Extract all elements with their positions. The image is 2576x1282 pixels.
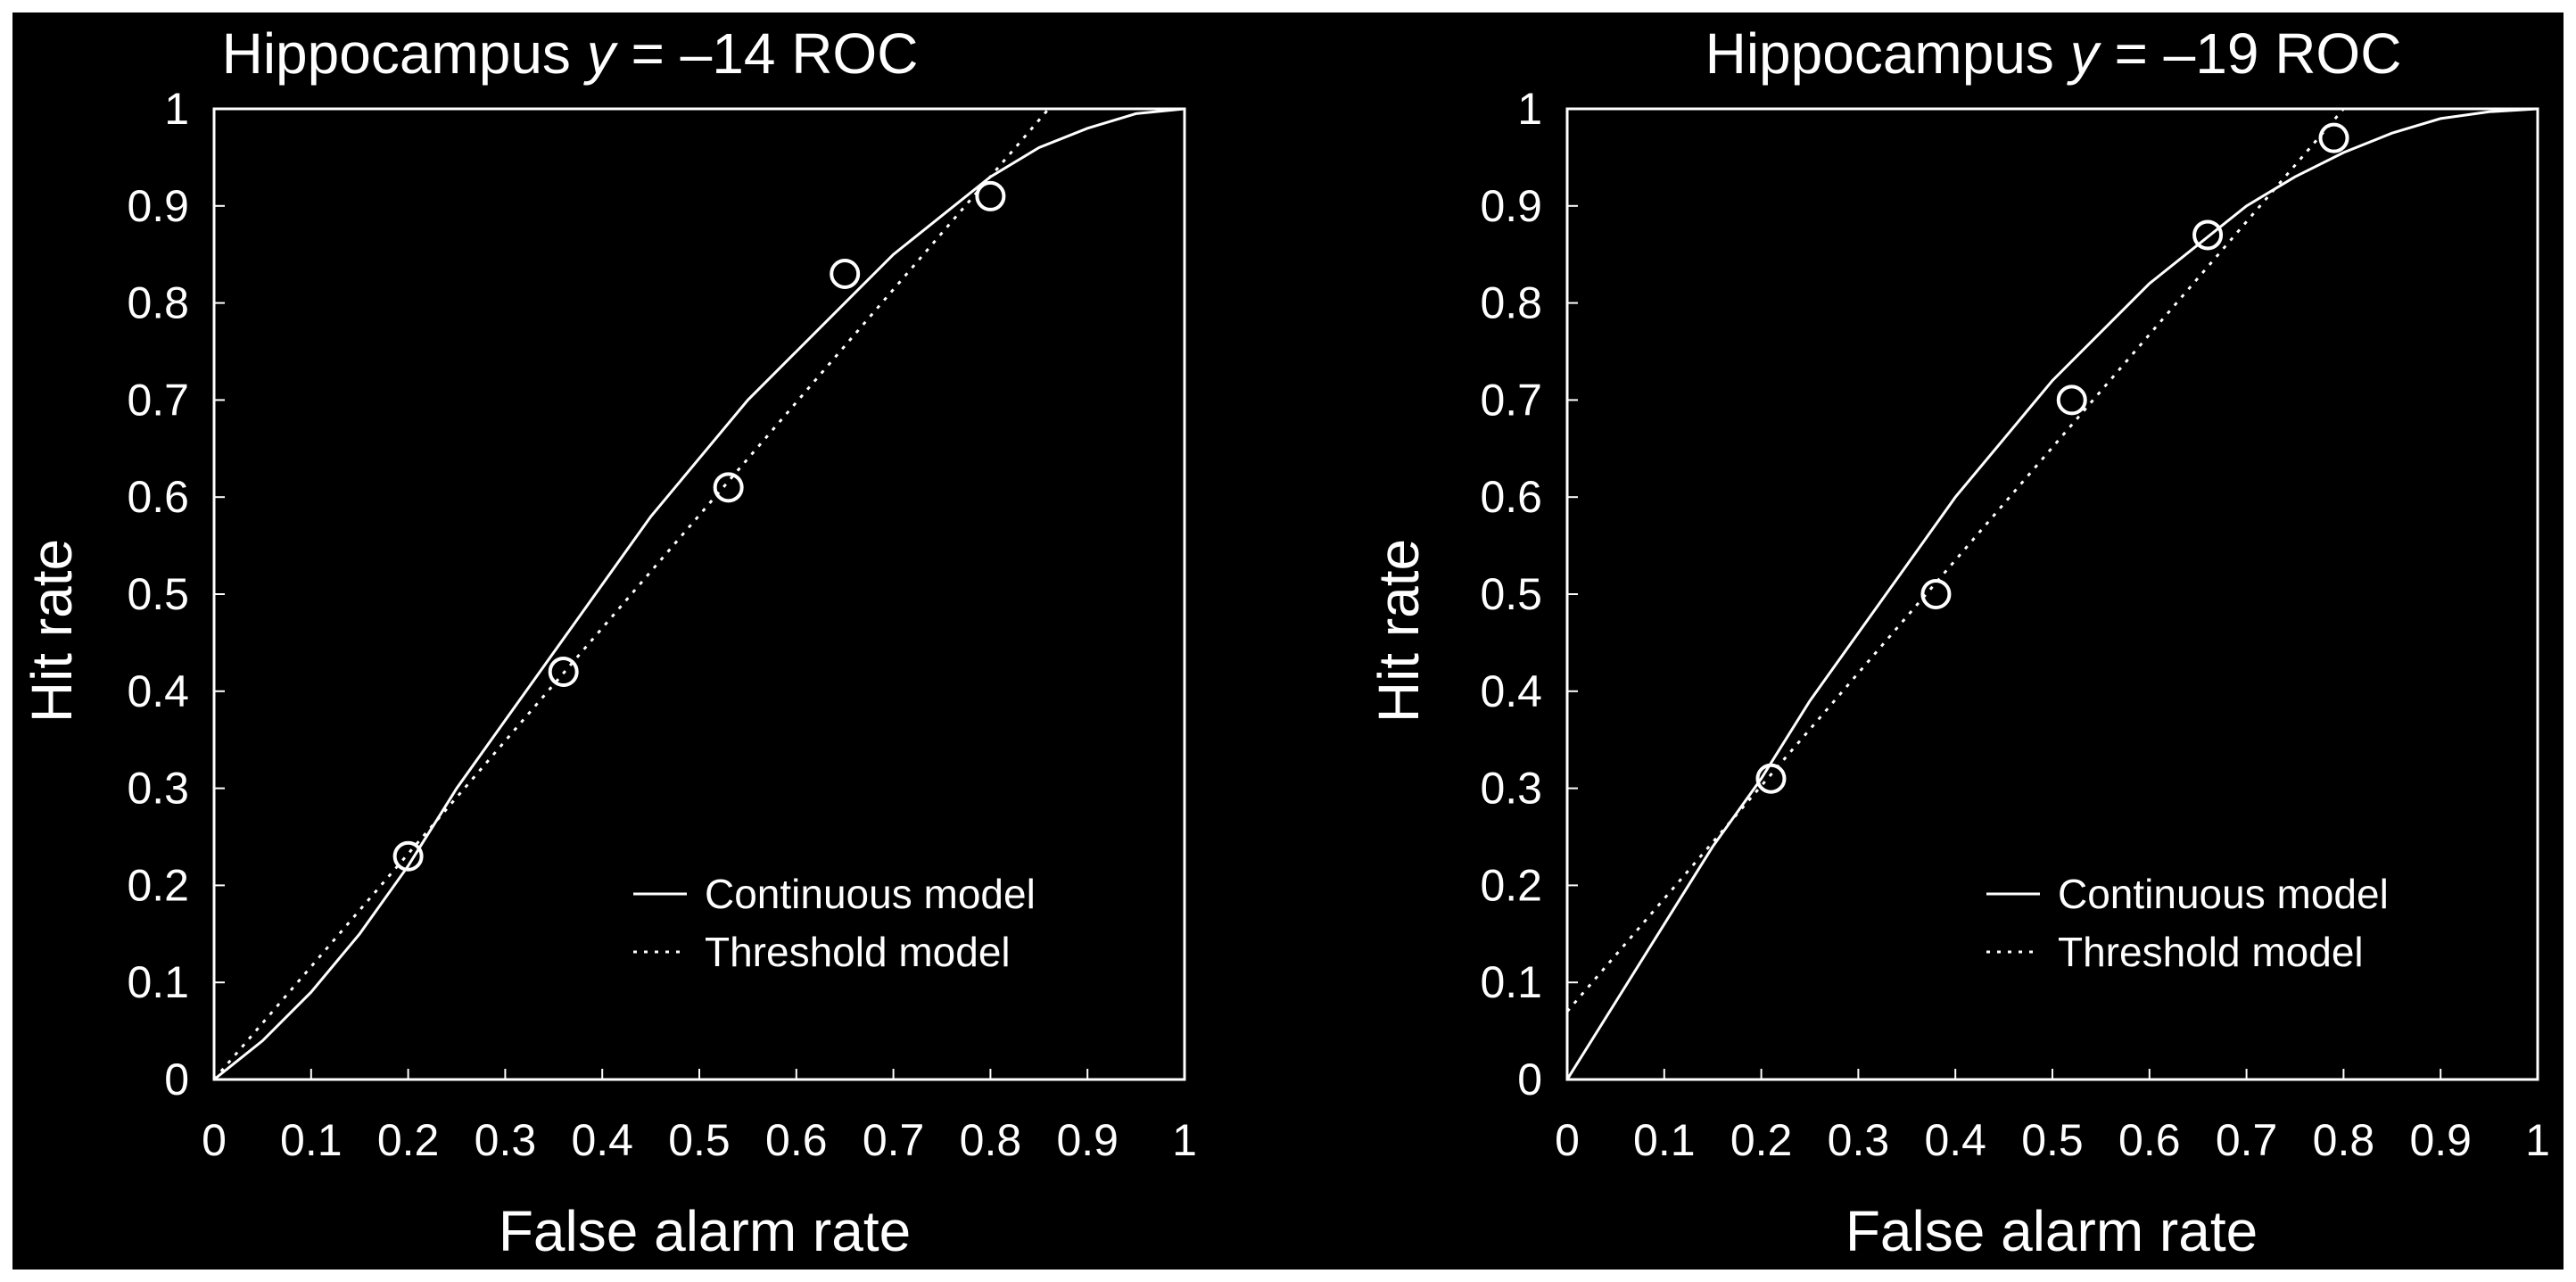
panel-1-y-tick-label: 0.5 [127,569,189,619]
panel-2-y-tick-label: 0.4 [1480,666,1542,716]
panel-1-x-tick-label: 0.2 [377,1115,440,1165]
panel-2-y-tick-label: 0.5 [1480,569,1542,619]
panel-2-x-tick-label: 0.1 [1633,1115,1696,1165]
panel-1-title: Hippocampus y = –14 ROC [222,21,919,86]
panel-1-x-tick-label: 0.8 [960,1115,1022,1165]
panel-1-y-tick-label: 0.3 [127,764,189,814]
panel-2-x-tick-label: 1 [2525,1115,2550,1165]
panel-1-data-point [713,472,744,503]
panel-2-y-tick-label: 0.9 [1480,181,1542,231]
panel-2-legend-label: Threshold model [2058,929,2364,975]
panel-2-y-tick-label: 0.2 [1480,860,1542,910]
panel-1-legend-label: Continuous model [705,871,1036,917]
panel-1-legend-label: Threshold model [705,929,1011,975]
panel-2-x-axis-label: False alarm rate [1845,1199,2258,1263]
panel-1-x-tick-label: 0.4 [571,1115,633,1165]
panel-1-y-tick-label: 0.7 [127,375,189,425]
panel-2-legend-label: Continuous model [2058,871,2389,917]
panel-1-y-tick-label: 1 [164,84,189,134]
panel-2-y-tick-label: 1 [1517,84,1542,134]
panel-1-x-tick-label: 0.3 [475,1115,537,1165]
panel-2-y-tick-label: 0.3 [1480,764,1542,814]
panel-2-x-tick-label: 0.9 [2409,1115,2472,1165]
panel-1-x-tick-label: 0.9 [1056,1115,1119,1165]
panel-2-x-tick-label: 0.7 [2216,1115,2278,1165]
panel-1-continuous-model-line [214,109,1185,1079]
panel-1-x-tick-label: 0.1 [280,1115,343,1165]
panel-1-plot-area: 0 0.1 0.2 0.3 0.4 0.5 0.6 0.7 0.8 0.9 1 0 0.1 0.2 0.3 0… [127,84,1196,1165]
panel-2-x-tick-label: 0 [1555,1115,1580,1165]
panel-1-x-tick-label: 0.5 [668,1115,731,1165]
panel-2-x-tick-label: 0.2 [1730,1115,1793,1165]
panel-2-y-axis-label: Hit rate [1366,539,1431,723]
panel-1-y-tick-label: 0.9 [127,181,189,231]
panel-1-data-point [830,258,861,289]
roc-panel-1: Hippocampus y = –14 ROC Hit rate False a… [20,21,1197,1263]
panel-2-x-tick-label: 0.5 [2021,1115,2084,1165]
panel-1-data-point [975,180,1006,211]
panel-1-y-tick-label: 0.6 [127,472,189,522]
panel-1-x-axis-label: False alarm rate [499,1199,911,1263]
panel-2-y-tick-label: 0.6 [1480,472,1542,522]
panel-2-data-point [2192,219,2224,251]
panel-2-y-tick-label: 0 [1517,1055,1542,1104]
panel-1-data-point [548,657,579,688]
panel-1-y-tick-label: 0.2 [127,860,189,910]
panel-2-y-tick-label: 0.7 [1480,375,1542,425]
panel-2-x-tick-label: 0.8 [2313,1115,2375,1165]
panel-2-data-point [2318,122,2349,153]
panel-2-y-tick-label: 0.1 [1480,957,1542,1007]
panel-2-y-tick-label: 0.8 [1480,278,1542,328]
roc-panel-2: Hippocampus y = –19 ROC Hit rate False a… [1366,21,2550,1263]
panel-1-x-tick-label: 1 [1172,1115,1197,1165]
panel-2-x-tick-label: 0.4 [1924,1115,1986,1165]
panel-1-x-tick-label: 0 [202,1115,227,1165]
panel-2-data-point [1920,579,1952,609]
panel-2-data-point [2056,385,2087,416]
panel-1-y-axis-label: Hit rate [20,539,84,723]
panel-1-data-point [392,840,424,872]
panel-2-data-point [1755,763,1787,794]
panel-1-x-tick-label: 0.7 [863,1115,925,1165]
panel-1-y-tick-label: 0.1 [127,957,189,1007]
panel-1-y-tick-label: 0.8 [127,278,189,328]
figure-background [12,12,2564,1270]
panel-1-y-tick-label: 0.4 [127,666,189,716]
panel-2-title: Hippocampus y = –19 ROC [1705,21,2402,86]
panel-2-plot-area: 0 0.1 0.2 0.3 0.4 0.5 0.6 0.7 0.8 0.9 1 0 0.1 0.2 0.3 0… [1480,84,2549,1165]
panel-2-x-tick-label: 0.6 [2118,1115,2181,1165]
panel-1-x-tick-label: 0.6 [765,1115,828,1165]
panel-2-x-tick-label: 0.3 [1828,1115,1890,1165]
panel-1-y-tick-label: 0 [164,1055,189,1104]
